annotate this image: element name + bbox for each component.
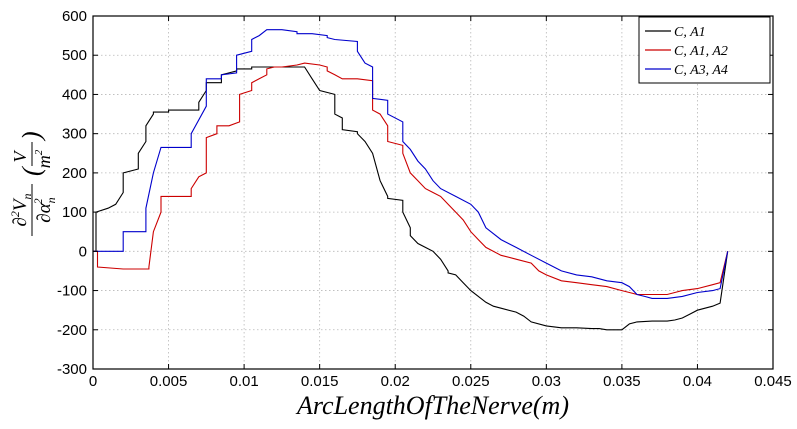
y-num-sub: n (20, 194, 34, 200)
plot-area-frame (92, 15, 774, 370)
y-den-var: ∂α (34, 202, 55, 222)
x-tick-label: 0.035 (603, 373, 641, 390)
y-tick-label: 0 (79, 243, 87, 260)
y-num-var: V (10, 197, 31, 211)
svg-text:∂αn2: ∂αn2 (31, 197, 58, 222)
x-tick-label: 0.01 (230, 373, 259, 390)
x-tick-label: 0.03 (532, 373, 561, 390)
y-tick-label: 600 (62, 8, 87, 25)
y-unit-close-paren: ) (17, 131, 46, 142)
y-tick-label: 200 (62, 165, 87, 182)
y-tick-label: 500 (62, 47, 87, 64)
series-line-3 (93, 29, 729, 299)
y-unit-open-paren: ( (17, 166, 46, 176)
svg-text:m2: m2 (33, 149, 54, 168)
y-tick-label: -100 (57, 283, 87, 300)
legend: C, A1 C, A1, A2 C, A3, A4 (638, 16, 771, 84)
x-axis-title: ArcLengthOfTheNerve(m) (295, 391, 569, 420)
y-axis-title: ∂2Vn ∂αn2 ( V m2 ) (8, 131, 58, 236)
y-unit-num: V (10, 150, 30, 163)
x-tick-label: 0.015 (301, 373, 339, 390)
y-den-sup: 2 (31, 198, 45, 204)
legend-entries: C, A1 C, A1, A2 C, A3, A4 (645, 25, 728, 78)
legend-label-3: C, A3, A4 (674, 63, 728, 78)
y-tick-label: -300 (57, 361, 87, 378)
svg-text:∂2Vn: ∂2Vn (8, 194, 34, 227)
series-lines (93, 29, 729, 331)
legend-label-2: C, A1, A2 (674, 44, 728, 59)
y-tick-label: -200 (57, 322, 87, 339)
y-num-partial: ∂ (10, 217, 31, 226)
y-den-sub: n (44, 197, 58, 203)
y-num-sup: 2 (8, 211, 22, 217)
y-unit-den-sup: 2 (33, 149, 45, 155)
x-tick-label: 0.045 (754, 373, 792, 390)
x-tick-label: 0.025 (452, 373, 490, 390)
series-line-1 (93, 66, 729, 331)
x-tick-label: 0.02 (381, 373, 410, 390)
x-tick-label: 0 (89, 373, 97, 390)
y-unit-den-var: m (34, 155, 54, 168)
legend-label-1: C, A1 (674, 25, 706, 40)
x-tick-label: 0.04 (683, 373, 712, 390)
axis-ticks: 0 0.005 0.01 0.015 0.02 0.025 0.03 0.035 0.04 0.0… (57, 8, 792, 390)
series-line-2 (93, 62, 729, 296)
y-tick-label: 400 (62, 86, 87, 103)
y-tick-label: 100 (62, 204, 87, 221)
x-tick-label: 0.005 (150, 373, 188, 390)
y-tick-label: 300 (62, 126, 87, 143)
